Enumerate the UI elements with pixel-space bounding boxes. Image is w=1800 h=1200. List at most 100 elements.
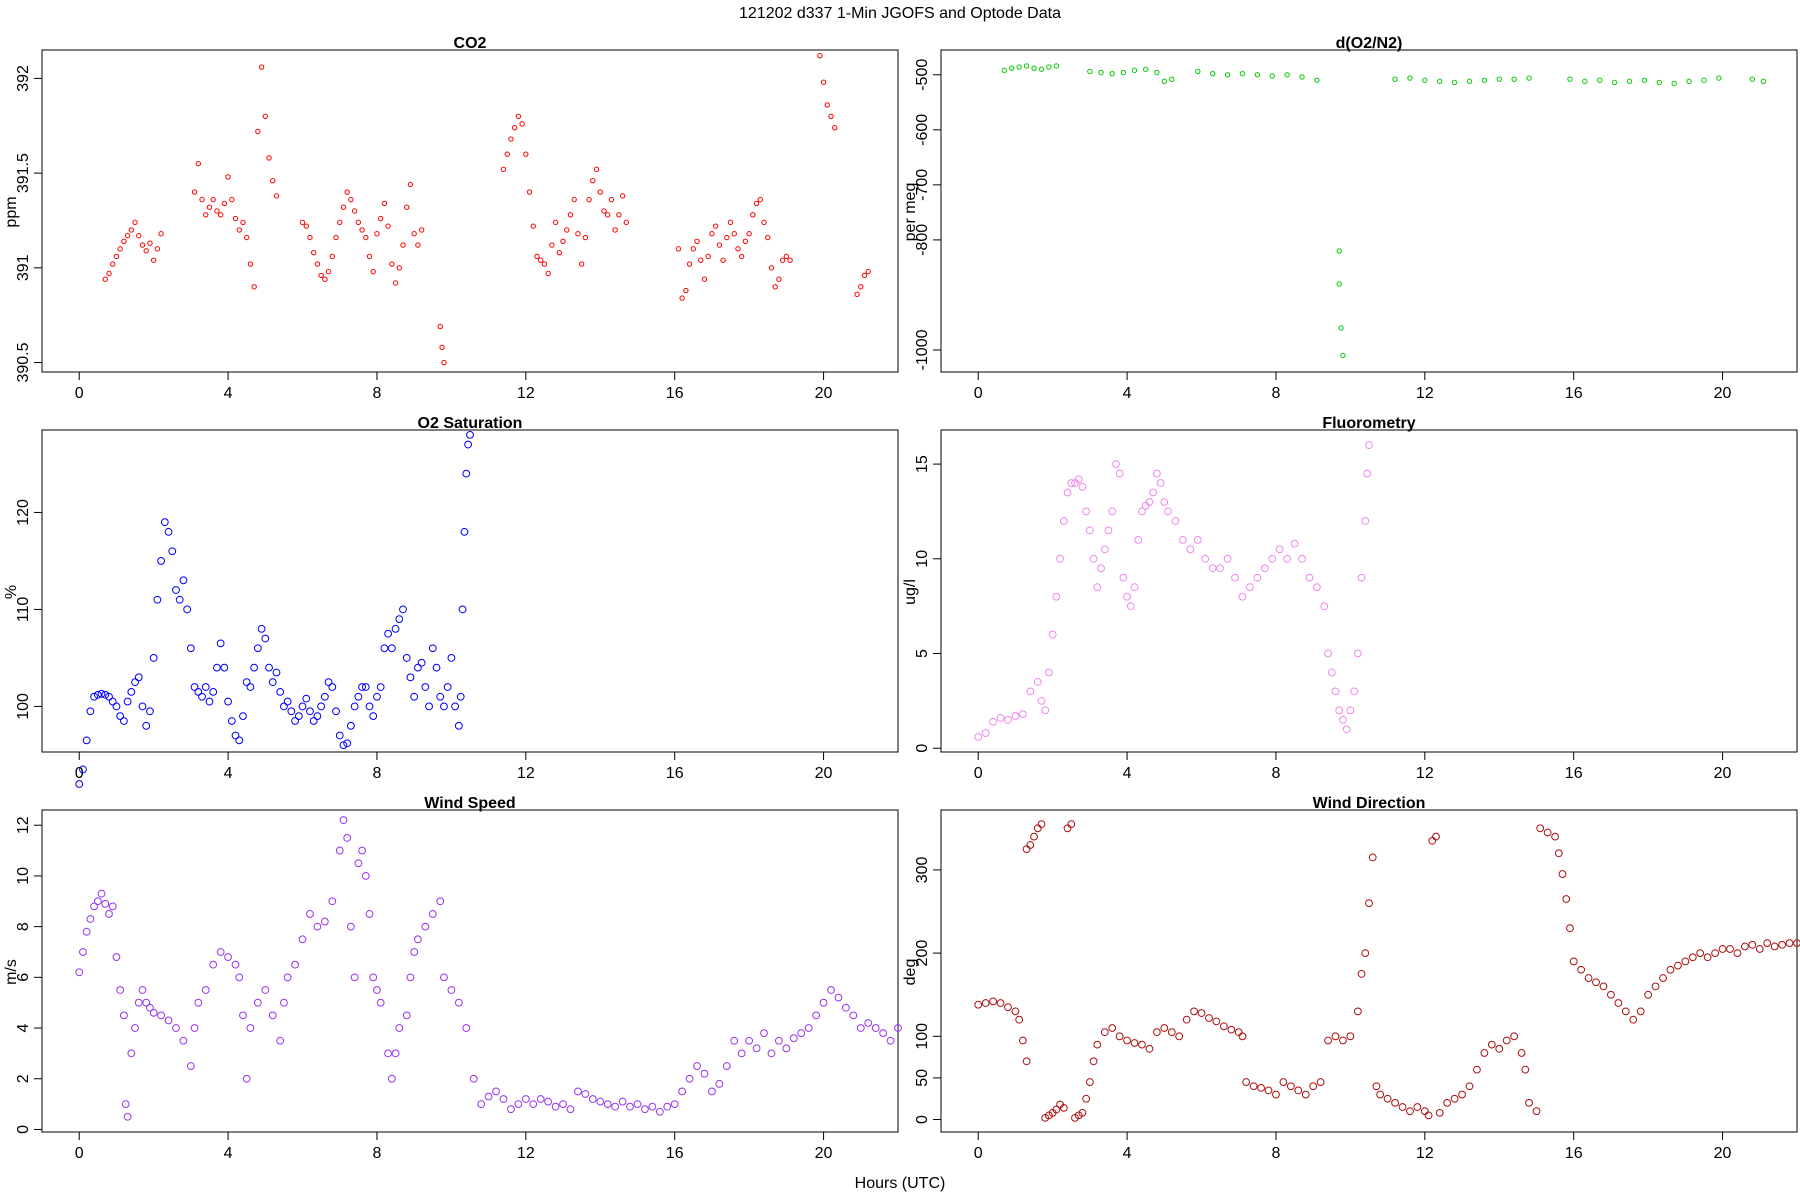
co2-panel-title: CO2 (454, 35, 487, 52)
wind-speed-data-point (261, 986, 270, 994)
co2-data-point (221, 200, 228, 207)
o2n2-x-tick-label: 20 (1714, 385, 1732, 402)
wind-direction-data-point (1614, 999, 1623, 1007)
wind-speed-data-point (819, 998, 828, 1007)
wind-speed-data-point (172, 1024, 180, 1032)
fluorometry-data-point (1346, 706, 1355, 715)
co2-data-point (333, 234, 339, 241)
wind-speed-data-point (856, 1024, 865, 1032)
wind-direction-data-point (1324, 1036, 1332, 1045)
o2n2-data-point (1656, 79, 1662, 86)
fluorometry-data-point (1152, 469, 1161, 478)
fluorometry-data-point (1312, 583, 1321, 592)
o2n2-data-point (1340, 352, 1346, 359)
fluorometry-data-point (1201, 554, 1210, 563)
wind-speed-data-point (655, 1107, 664, 1116)
o2n2-data-point (1422, 77, 1428, 83)
wind-speed-x-tick-label: 0 (75, 1145, 84, 1162)
wind-speed-x-tick-label: 16 (666, 1145, 684, 1162)
wind-speed-data-point (276, 1036, 285, 1045)
o2-saturation-data-point (458, 605, 467, 614)
wind-direction-y-tick-label: 300 (914, 856, 931, 883)
o2-saturation-data-point (250, 663, 259, 672)
wind-direction-data-point (1480, 1049, 1489, 1057)
wind-direction-data-point (1666, 965, 1675, 974)
fluorometry-data-point (1145, 498, 1154, 506)
co2-data-point (132, 219, 138, 226)
o2-saturation-data-point (146, 707, 154, 716)
wind-direction-data-point (1272, 1090, 1280, 1099)
fluorometry-plot-frame (940, 429, 1798, 753)
co2-data-point (258, 64, 265, 70)
fluorometry-data-point (1149, 488, 1158, 497)
o2-saturation-data-point (90, 692, 99, 701)
o2-saturation-data-point (432, 663, 441, 672)
co2-y-tick-label: 391 (15, 254, 32, 281)
wind-speed-data-point (108, 902, 117, 911)
wind-direction-data-point (1063, 824, 1072, 833)
co2-data-point (779, 257, 786, 263)
fluorometry-data-point (996, 714, 1005, 722)
wind-speed-data-point (708, 1087, 716, 1096)
o2-saturation-data-point (287, 707, 296, 716)
fluorometry-data-point (1156, 479, 1165, 487)
wind-direction-data-point (1376, 1090, 1385, 1099)
o2-saturation-data-point (246, 683, 255, 691)
wind-speed-data-point (871, 1024, 880, 1032)
wind-speed-data-point (514, 1100, 523, 1109)
wind-direction-data-point (1212, 1017, 1221, 1026)
co2-data-point (340, 204, 347, 210)
wind-direction-data-point (1554, 849, 1563, 858)
wind-direction-data-point (1067, 820, 1076, 829)
wind-speed-data-point (157, 1011, 165, 1020)
fluorometry-data-point (989, 717, 998, 726)
o2-saturation-data-point (216, 639, 225, 648)
wind-speed-data-point (335, 846, 344, 855)
co2-data-point (753, 200, 760, 207)
o2-saturation-data-point (209, 687, 218, 696)
wind-direction-data-point (1510, 1032, 1519, 1041)
co2-data-point (832, 124, 838, 131)
wind-speed-data-point (354, 859, 363, 868)
o2-saturation-data-point (443, 683, 452, 691)
wind-speed-data-point (633, 1100, 642, 1109)
co2-data-point (439, 344, 445, 351)
o2-saturation-data-point (376, 683, 385, 691)
wind-speed-data-point (268, 1011, 277, 1020)
o2-saturation-data-point (280, 702, 288, 711)
o2-saturation-data-point (451, 702, 460, 711)
co2-data-point (720, 257, 726, 263)
co2-data-point (441, 359, 447, 366)
o2-saturation-data-point (127, 687, 136, 696)
o2n2-data-point (1239, 70, 1246, 77)
wind-direction-data-point (1718, 945, 1727, 953)
wind-speed-data-point (492, 1087, 500, 1096)
wind-direction-data-point (1219, 1022, 1228, 1031)
co2-data-point (716, 242, 723, 248)
o2n2-data-point (1001, 67, 1007, 74)
o2-saturation-data-point (466, 430, 474, 439)
o2-saturation-data-point (387, 644, 396, 653)
wind-speed-data-point (280, 998, 288, 1007)
wind-direction-data-point (1108, 1024, 1117, 1032)
wind-speed-data-point (447, 986, 456, 994)
co2-data-point (787, 257, 793, 263)
co2-data-point (217, 212, 224, 218)
co2-data-point (344, 189, 350, 195)
wind-speed-data-point (611, 1102, 620, 1111)
co2-data-point (735, 246, 741, 252)
wind-speed-data-point (112, 953, 121, 961)
co2-x-tick-label: 4 (224, 385, 233, 402)
co2-data-point (519, 121, 525, 127)
wind-speed-data-point (834, 993, 843, 1002)
co2-data-point (310, 249, 317, 256)
wind-direction-data-point (1037, 820, 1046, 829)
o2n2-y-tick-label: -700 (914, 169, 931, 201)
co2-data-point (110, 261, 116, 267)
fluorometry-data-point (1305, 573, 1314, 582)
co2-x-tick-label: 12 (517, 385, 535, 402)
co2-data-point (694, 238, 700, 245)
co2-data-point (102, 276, 108, 282)
co2-data-point (738, 253, 745, 260)
wind-direction-data-point (1793, 939, 1800, 948)
